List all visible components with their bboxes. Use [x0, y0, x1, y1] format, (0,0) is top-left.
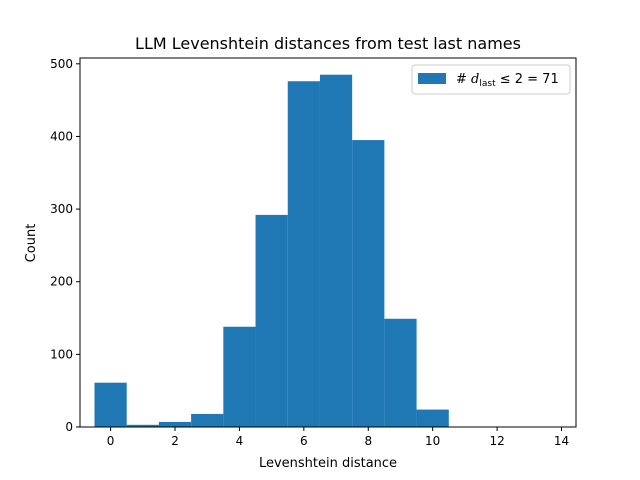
legend-swatch — [418, 73, 446, 84]
x-tick-label: 12 — [489, 434, 504, 448]
legend-label: # dlast ≤ 2 = 71 — [456, 72, 559, 89]
histogram-bar — [94, 382, 127, 427]
y-tick-label: 300 — [50, 202, 73, 216]
histogram-bar — [158, 421, 192, 427]
histogram-bar — [352, 140, 385, 428]
x-tick-label: 0 — [107, 434, 115, 448]
axes-layer: 0 2 4 6 8 10 12 14 0 100 200 300 400 500 — [50, 57, 577, 448]
y-tick-label: 200 — [50, 275, 73, 289]
bars-layer — [94, 74, 449, 428]
y-tick-label: 100 — [50, 347, 73, 361]
histogram-bar — [191, 413, 224, 427]
histogram-bar — [287, 81, 320, 428]
y-tick-label: 0 — [65, 420, 73, 434]
y-tick-label: 500 — [50, 57, 73, 71]
legend-frame — [411, 64, 571, 95]
histogram-bar — [255, 214, 288, 427]
legend-prefix: # — [456, 72, 471, 87]
legend-suffix: ≤ 2 = 71 — [496, 72, 559, 87]
legend-subscript: last — [479, 79, 496, 89]
histogram-bar — [223, 326, 256, 427]
x-tick-label: 6 — [300, 434, 308, 448]
legend: # dlast ≤ 2 = 71 — [411, 64, 571, 95]
chart-title: LLM Levenshtein distances from test last… — [135, 34, 521, 53]
histogram-bar — [384, 318, 417, 427]
x-axis-label: Levenshtein distance — [259, 456, 397, 471]
legend-symbol: d — [471, 72, 479, 87]
histogram-bar — [126, 424, 159, 427]
x-tick-label: 10 — [425, 434, 440, 448]
y-axis-label: Count — [24, 224, 39, 263]
x-tick-label: 8 — [364, 434, 372, 448]
x-tick-label: 2 — [171, 434, 179, 448]
plot-frame — [79, 57, 577, 428]
y-tick-label: 400 — [50, 129, 73, 143]
histogram-bar — [319, 74, 353, 427]
x-tick-label: 14 — [554, 434, 569, 448]
histogram-bar — [416, 409, 449, 427]
x-tick-label: 4 — [236, 434, 244, 448]
